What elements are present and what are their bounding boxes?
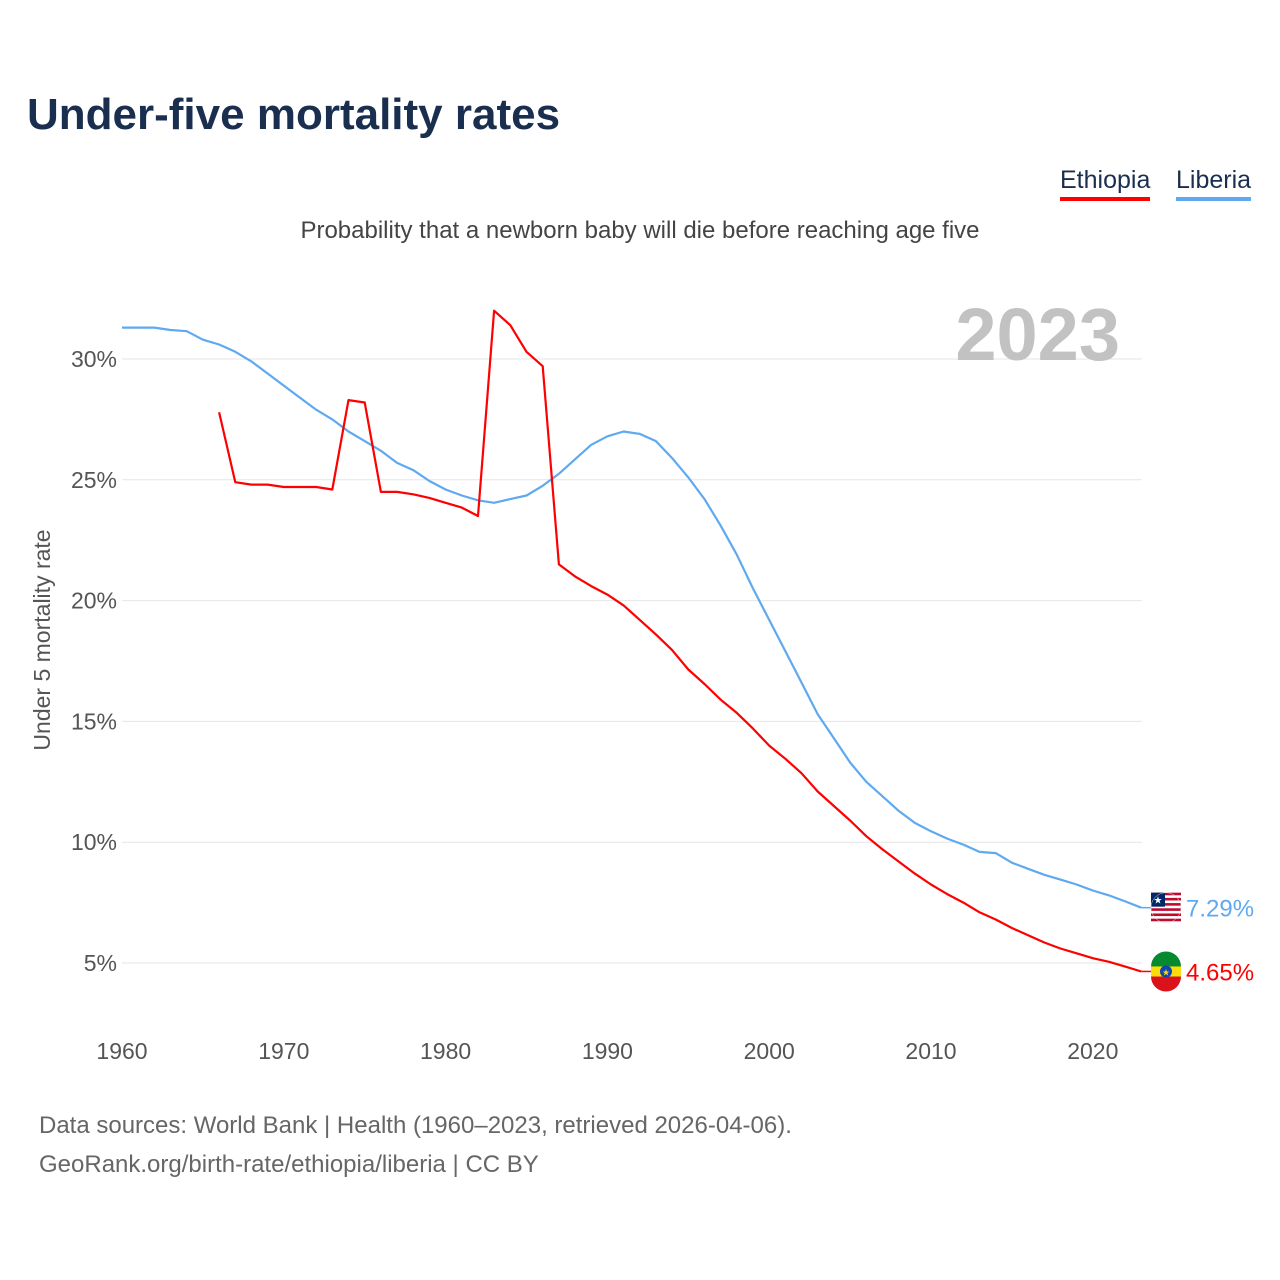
y-axis-label: Under 5 mortality rate (29, 529, 55, 750)
source-line-2[interactable]: GeoRank.org/birth-rate/ethiopia/liberia … (39, 1151, 539, 1178)
liberia-flag-icon: ★ (1150, 892, 1182, 923)
svg-text:★: ★ (1162, 967, 1170, 977)
chart-title: Under-five mortality rates (27, 90, 561, 139)
x-tick-label: 1960 (96, 1038, 147, 1064)
series-line-liberia[interactable] (122, 326, 1142, 909)
x-tick-label: 2000 (744, 1038, 795, 1064)
y-tick-label: 5% (84, 950, 117, 976)
source-line-1: Data sources: World Bank | Health (1960–… (39, 1112, 792, 1139)
y-tick-label: 10% (71, 829, 117, 855)
y-tick-label: 25% (71, 467, 117, 493)
y-tick-label: 30% (71, 346, 117, 372)
x-tick-label: 1990 (582, 1038, 633, 1064)
end-value-label-ethiopia: 4.65% (1186, 959, 1254, 986)
end-value-label-liberia: 7.29% (1186, 896, 1254, 923)
chart-subtitle: Probability that a newborn baby will die… (300, 217, 980, 244)
x-tick-label: 1970 (258, 1038, 309, 1064)
y-tick-label: 20% (71, 588, 117, 614)
x-tick-label: 1980 (420, 1038, 471, 1064)
year-label: 2023 (955, 293, 1120, 376)
x-tick-label: 2010 (905, 1038, 956, 1064)
svg-text:★: ★ (1154, 896, 1163, 907)
x-tick-label: 2020 (1067, 1038, 1118, 1064)
ethiopia-flag-icon: ★ (1151, 951, 1181, 992)
legend-liberia[interactable]: Liberia (1176, 166, 1252, 201)
legend-ethiopia[interactable]: Ethiopia (1060, 166, 1151, 201)
series-line-ethiopia[interactable] (218, 309, 1142, 973)
source-note: Data sources: World Bank | Health (1960–… (39, 1106, 792, 1184)
y-tick-label: 15% (71, 708, 117, 734)
